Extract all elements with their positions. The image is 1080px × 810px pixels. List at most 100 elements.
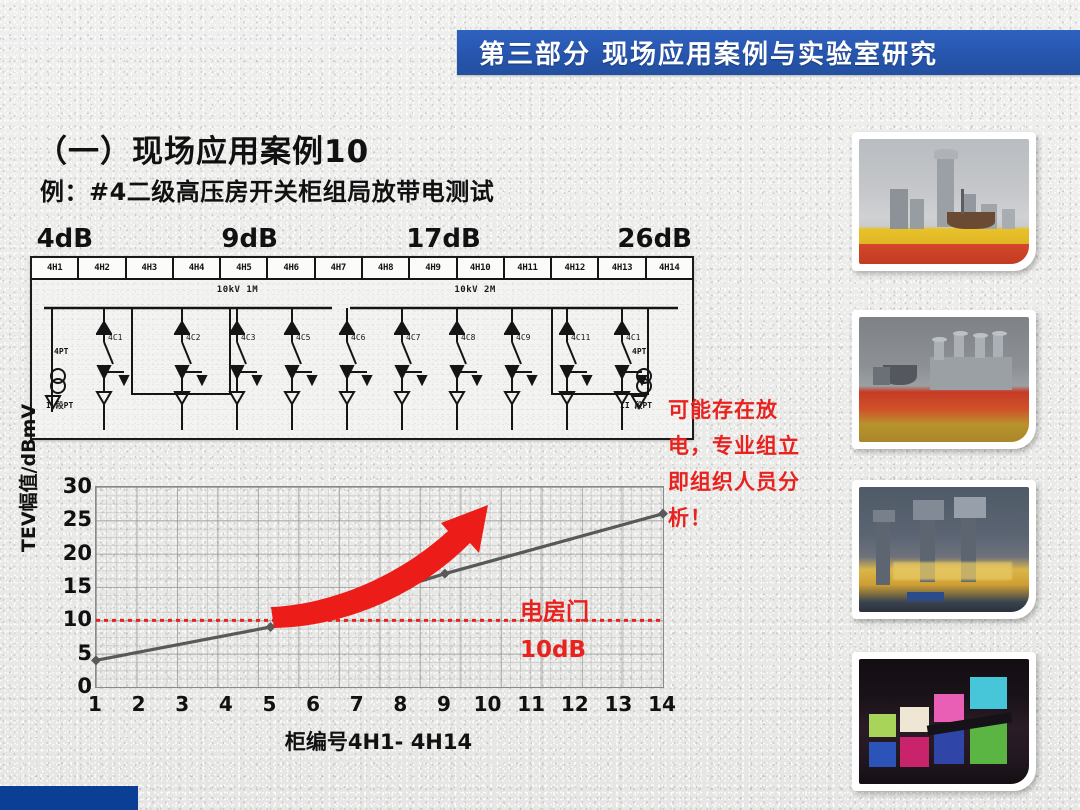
cabinet-label-4H1: 4H1 [32,258,80,280]
threshold-label-bottom: 10dB [520,637,587,663]
cabinet-label-4H7: 4H7 [315,258,363,280]
photo-led-billboards-image [859,659,1029,784]
y-tick-30: 30 [62,474,92,498]
sld-device-label-3: 4C3 [241,333,256,342]
x-tick-13: 13 [604,692,633,716]
db-callout-1: 9dB [221,224,278,254]
rising-trend-arrow [271,505,488,628]
x-tick-10: 10 [473,692,502,716]
sld-bay-9 [558,308,593,430]
data-marker-1 [91,655,101,666]
cabinet-label-4H5: 4H5 [221,258,269,280]
cabinet-label-4H2: 4H2 [79,258,127,280]
cabinet-label-4H9: 4H9 [410,258,458,280]
chart-y-axis-label: TEV幅值/dBmV [18,403,40,553]
db-callout-2: 17dB [406,224,481,254]
cabinet-label-4H10: 4H10 [457,258,505,280]
cabinet-label-4H4: 4H4 [173,258,222,280]
scan-noise-texture [32,258,692,438]
sld-bay-3 [228,308,263,430]
threshold-label-top: 电房门 [520,599,589,625]
sld-bay-1 [95,308,130,430]
photo-city-skyline-image [859,139,1029,264]
y-tick-0: 0 [77,674,92,698]
section-banner-text: 第三部分 现场应用案例与实验室研究 [479,40,939,70]
db-callout-0: 4dB [36,224,94,254]
photo-city-skyline [852,132,1036,271]
bus-label-1m: 10kV 1M [216,285,259,295]
page-subtitle: 例：#4二级高压房开关柜组局放带电测试 [40,178,495,206]
cabinet-label-4H11: 4H11 [504,258,553,280]
db-callout-3: 26dB [617,224,693,254]
pt-label-left-2: I 段PT [46,400,73,410]
x-tick-9: 9 [436,692,451,716]
sld-bay-7 [448,308,483,430]
data-marker-2 [265,622,276,632]
sld-device-label-9: 4C11 [571,333,590,342]
chart-svg [91,505,668,666]
data-marker-4 [658,508,668,519]
y-tick-5: 5 [77,640,92,665]
sld-bay-10 [613,308,648,430]
x-tick-5: 5 [262,692,277,716]
switchgear-single-line-diagram: 4H1 4H2 4H3 4H4 4H5 4H6 4H7 4H8 4H9 4H10 4H11 4H12 4… [30,256,694,440]
data-series-markers [91,508,668,666]
y-tick-25: 25 [62,507,92,532]
data-marker-3 [439,568,450,579]
sld-bay-6 [393,308,428,430]
y-tick-20: 20 [62,540,92,565]
x-tick-6: 6 [306,692,321,716]
sld-device-label-5: 4C6 [351,333,366,342]
sld-bay-2 [173,308,208,430]
photo-night-towers-image [859,487,1029,612]
sld-device-label-10: 4C1 [626,333,641,342]
cabinet-label-4H6: 4H6 [268,258,316,280]
chart-plot-area [91,486,668,688]
cabinet-label-4H13: 4H13 [599,258,647,280]
sld-bay-4 [283,308,318,430]
sld-bay-5 [338,308,373,430]
chart-x-ticks: 1 2 3 4 5 6 7 8 9 10 11 12 13 14 [88,692,676,722]
x-tick-3: 3 [175,692,190,716]
sld-bay-8 [503,308,538,430]
pt-label-right: 4PT [632,347,647,356]
sld-device-label-6: 4C7 [406,333,421,342]
db-callout-row: 4dB 9dB 17dB 26dB [30,224,693,256]
x-tick-8: 8 [393,692,408,716]
cabinet-label-4H8: 4H8 [362,258,411,280]
cabinet-label-row: 4H1 4H2 4H3 4H4 4H5 4H6 4H7 4H8 4H9 4H10 4H11 4H12 4… [32,258,692,280]
photo-led-billboards [852,652,1036,791]
x-tick-4: 4 [218,692,233,716]
cabinet-label-4H12: 4H12 [552,258,600,280]
bus-label-2m: 10kV 2M [454,285,496,295]
sld-device-label-1: 4C1 [108,333,123,342]
warning-note: 可能存在放电，专业组立即组织人员分析！ [668,398,800,531]
sld-device-label-7: 4C8 [461,333,476,342]
y-tick-15: 15 [62,574,92,598]
footer-accent-block [0,786,138,810]
chart-y-ticks: 0 5 10 15 20 25 30 [48,470,92,770]
y-tick-10: 10 [62,607,92,632]
photo-towers-field-image [859,317,1029,442]
sld-device-label-4: 4C5 [296,333,311,342]
x-tick-7: 7 [349,692,364,716]
x-tick-11: 11 [517,692,546,716]
x-tick-12: 12 [560,692,589,716]
page-title: （一）现场应用案例10 [36,134,370,170]
photo-night-towers [852,480,1036,619]
pt-label-left: 4PT [54,347,69,356]
sld-schematic: 4C1 4C2 4C3 4C5 4C6 4C7 4C8 4C9 4C11 4C1 4PT I 段P… [44,306,678,430]
photo-towers-field [852,310,1036,449]
pt-label-right-2: II 段PT [620,400,652,410]
sld-pt-bays [44,307,652,410]
sld-device-label-2: 4C2 [186,333,201,342]
x-tick-14: 14 [648,692,676,716]
cabinet-label-4H14: 4H14 [646,258,692,280]
sld-device-label-8: 4C9 [516,333,531,342]
section-banner: 第三部分 现场应用案例与实验室研究 [457,30,1080,75]
x-tick-2: 2 [131,692,146,716]
chart-x-axis-label: 柜编号4H1- 4H14 [284,730,473,754]
x-tick-1: 1 [88,692,102,716]
